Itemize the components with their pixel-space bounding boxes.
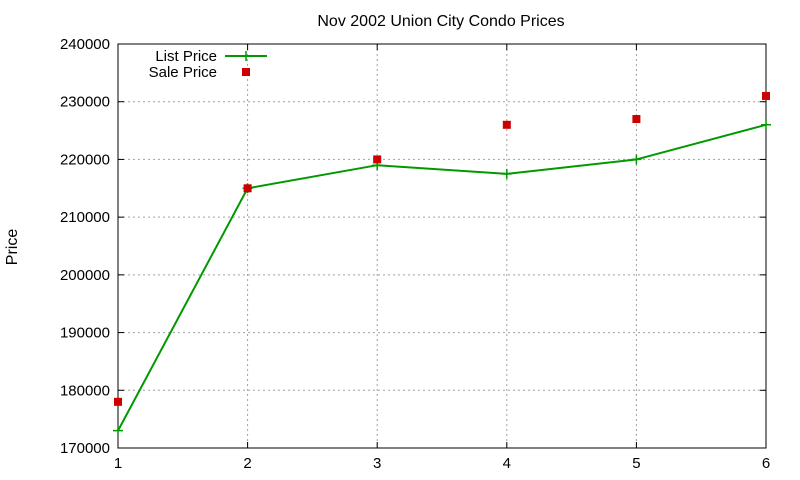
sale-price-point: [502, 120, 511, 129]
legend-label: Sale Price: [149, 64, 217, 81]
list-price-point: [501, 168, 512, 179]
sale-price-series: [114, 91, 770, 406]
y-tick-label: 240000: [60, 36, 110, 53]
sale-price-point: [762, 91, 770, 100]
x-tick-label: 1: [114, 455, 122, 472]
y-axis-label: Price: [4, 229, 21, 266]
list-price-point: [631, 154, 642, 165]
sale-price-point: [632, 115, 641, 124]
axis-ticks: 170000 180000 190000 200000 210000 220000 2300…: [60, 36, 770, 472]
y-tick-label: 230000: [60, 94, 110, 111]
sale-price-point: [114, 397, 122, 406]
x-tick-label: 3: [373, 455, 381, 472]
legend-marker: [241, 51, 251, 61]
list-price-point: [761, 119, 771, 130]
x-tick-label: 5: [632, 455, 640, 472]
sale-price-point: [373, 155, 382, 164]
grid: [118, 44, 766, 448]
x-tick-label: 6: [762, 455, 770, 472]
y-tick-label: 190000: [60, 325, 110, 342]
y-tick-label: 220000: [60, 151, 110, 168]
plot-frame: [117, 43, 767, 449]
list-price-series: [113, 119, 771, 436]
list-price-point: [113, 425, 123, 436]
list-price-line: [117, 123, 767, 432]
chart-title: Nov 2002 Union City Condo Prices: [317, 13, 564, 30]
legend-marker: [242, 68, 250, 76]
y-tick-label: 180000: [60, 382, 110, 399]
x-tick-label: 4: [503, 455, 511, 472]
y-tick-label: 200000: [60, 267, 110, 284]
sale-price-point: [243, 184, 252, 193]
series-layer: [113, 91, 771, 436]
y-tick-label: 210000: [60, 209, 110, 226]
x-tick-label: 2: [243, 455, 251, 472]
y-tick-label: 170000: [60, 440, 110, 457]
legend-label: List Price: [155, 48, 217, 65]
